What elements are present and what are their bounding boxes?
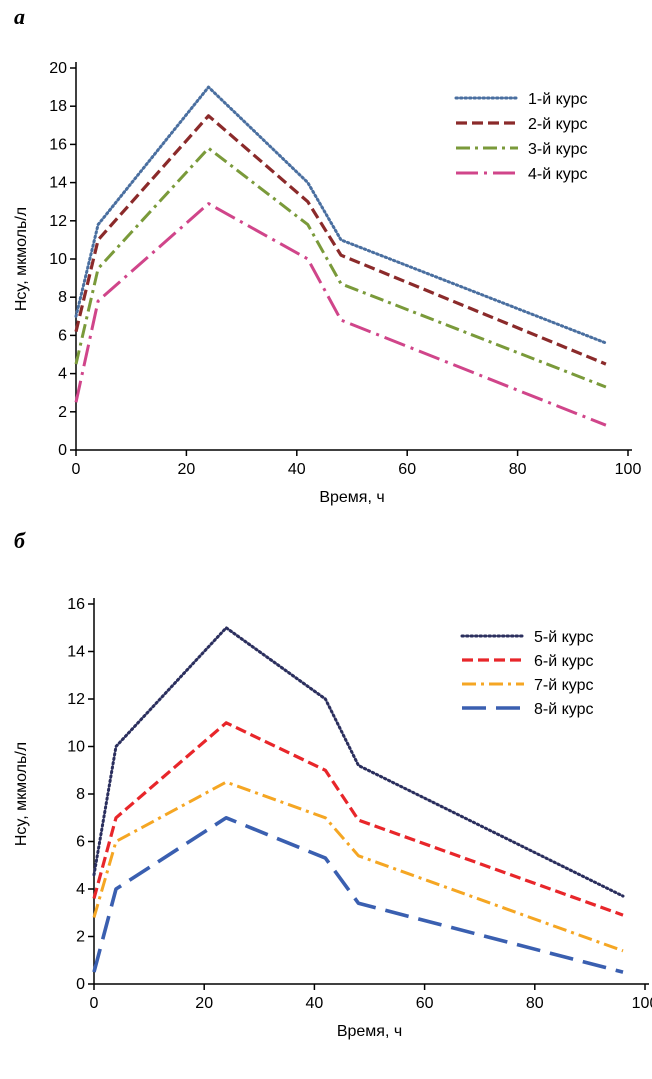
series-line-2 (92, 721, 624, 917)
y-tick-label: 2 (76, 929, 85, 946)
series-line-1 (92, 626, 625, 898)
y-tick-label: 4 (76, 881, 85, 898)
y-tick-label: 18 (49, 98, 67, 115)
panel-b-label: б (14, 528, 25, 553)
y-tick-label: 14 (67, 644, 85, 661)
x-tick-label: 20 (178, 461, 196, 478)
x-axis-title: Время, ч (319, 489, 384, 506)
x-tick-label: 40 (306, 995, 324, 1012)
series-line-2 (74, 114, 607, 366)
y-axis-title: Hcy, мкмоль/л (13, 742, 30, 846)
series-line-3 (92, 780, 624, 953)
legend-label-2: 2-й курс (528, 116, 588, 133)
y-tick-label: 0 (58, 442, 67, 459)
y-tick-label: 16 (67, 596, 85, 613)
panel-a-label: а (14, 4, 25, 29)
y-tick-label: 6 (76, 834, 85, 851)
x-tick-label: 60 (416, 995, 434, 1012)
legend-label-1: 1-й курс (528, 91, 588, 108)
y-tick-label: 0 (76, 976, 85, 993)
x-tick-label: 60 (398, 461, 416, 478)
legend-label-1: 5-й курс (534, 629, 594, 646)
legend-label-4: 4-й курс (528, 166, 588, 183)
y-tick-label: 10 (67, 739, 85, 756)
y-tick-label: 2 (58, 404, 67, 421)
x-tick-label: 80 (509, 461, 527, 478)
y-tick-label: 14 (49, 175, 67, 192)
legend-label-2: 6-й курс (534, 653, 594, 670)
y-tick-label: 6 (58, 327, 67, 344)
x-tick-label: 100 (632, 995, 652, 1012)
series-line-4 (92, 816, 624, 974)
x-tick-label: 0 (72, 461, 81, 478)
x-axis-title: Время, ч (337, 1023, 402, 1040)
series-line-3 (74, 146, 607, 389)
series-line-1 (74, 85, 608, 345)
legend-label-3: 3-й курс (528, 141, 588, 158)
y-tick-label: 12 (67, 691, 85, 708)
y-tick-label: 12 (49, 213, 67, 230)
x-tick-label: 20 (195, 995, 213, 1012)
legend-label-4: 8-й курс (534, 701, 594, 718)
y-tick-label: 4 (58, 366, 67, 383)
y-axis-title: Hcy, мкмоль/л (13, 207, 30, 311)
x-tick-label: 0 (90, 995, 99, 1012)
y-tick-label: 8 (76, 786, 85, 803)
x-tick-label: 80 (526, 995, 544, 1012)
chart-a: 0 2 4 6 8 10 12 14 16 18 20 0 20 40 60 80 100 Время, ч Hcy… (13, 60, 642, 506)
y-tick-label: 16 (49, 136, 67, 153)
y-tick-label: 20 (49, 60, 67, 77)
x-tick-label: 40 (288, 461, 306, 478)
y-tick-label: 10 (49, 251, 67, 268)
legend-label-3: 7-й курс (534, 677, 594, 694)
x-tick-label: 100 (615, 461, 642, 478)
chart-b: 0 2 4 6 8 10 12 14 16 0 20 40 60 80 100 Время, ч Hcy, мк… (13, 596, 652, 1040)
series-line-4 (74, 202, 607, 427)
y-tick-label: 8 (58, 289, 67, 306)
